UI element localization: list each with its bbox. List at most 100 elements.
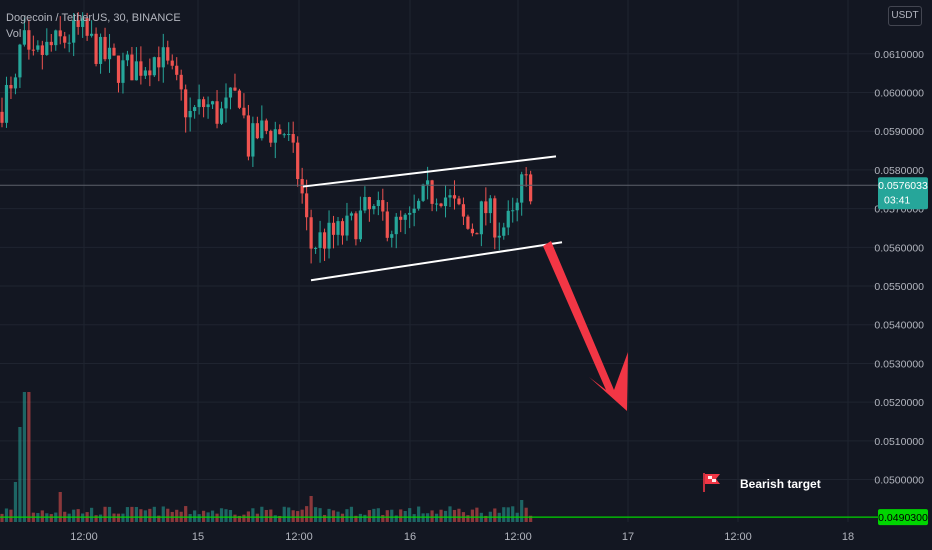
candle-body [296, 142, 300, 180]
candle-body [412, 208, 416, 213]
time-axis[interactable]: 12:00 15 12:00 16 12:00 17 12:00 18 [0, 522, 878, 550]
volume-bar [98, 514, 103, 522]
volume-bar [184, 506, 188, 522]
candle-body [94, 33, 98, 64]
candle-body [175, 65, 179, 75]
volume-bar [215, 513, 219, 522]
candle-body [506, 210, 510, 228]
candle-body [210, 101, 215, 105]
candle-body [376, 200, 380, 207]
volume-bar [237, 515, 242, 522]
volume-bar [219, 508, 224, 522]
candle-body [143, 70, 147, 76]
candle-body [322, 232, 327, 249]
grid-lines [0, 0, 878, 522]
price-tick-label: 0.0580000 [874, 165, 924, 177]
candle-body [426, 180, 430, 185]
volume-bar [363, 514, 367, 522]
time-tick-label: 18 [842, 531, 854, 543]
candle-body [363, 197, 367, 211]
volume-bar [116, 513, 121, 522]
candle-body [488, 198, 492, 214]
volume-bar [134, 506, 138, 522]
candle-body [81, 18, 85, 27]
candles [0, 12, 533, 264]
price-tick-label: 0.0530000 [874, 358, 924, 370]
volume-bar [193, 510, 197, 522]
candle-body [421, 184, 425, 201]
volume-bar [452, 509, 457, 522]
candle-body [242, 107, 246, 116]
volume-bar [224, 509, 228, 522]
volume-bar [457, 508, 461, 522]
volume-bar [202, 510, 206, 522]
volume-bar [269, 509, 273, 522]
volume-bar [175, 509, 179, 522]
channel-lower-line [310, 241, 563, 282]
volume-bar [0, 513, 4, 522]
candle-body [36, 45, 40, 50]
volume-bar [188, 514, 192, 522]
volume-bar [345, 509, 349, 522]
candle-body [273, 129, 277, 143]
candle-body [246, 115, 250, 157]
candle-body [31, 49, 35, 51]
price-axis[interactable]: 0.06100000.06000000.05900000.05800000.05… [874, 0, 932, 550]
candle-body [502, 227, 506, 236]
candle-body [54, 30, 58, 46]
candle-body [497, 235, 501, 238]
volume-bar [318, 508, 322, 522]
candle-body [470, 228, 474, 234]
candle-body [479, 201, 483, 235]
candle-body [340, 221, 345, 236]
candle-body [148, 70, 152, 76]
time-tick-label: 12:00 [285, 531, 313, 543]
price-tick-label: 0.0520000 [874, 397, 924, 409]
price-tick-label: 0.0540000 [874, 320, 924, 332]
candle-body [314, 247, 318, 249]
candle-body [76, 20, 80, 27]
volume-bar [309, 496, 313, 522]
candle-body [457, 198, 461, 205]
candle-body [130, 54, 134, 81]
volume-bar [94, 515, 98, 522]
time-tick-label: 12:00 [504, 531, 532, 543]
candle-body [224, 97, 228, 109]
candle-body [72, 20, 76, 43]
candle-body [390, 234, 394, 238]
volume-bar [466, 515, 470, 522]
volume-bar [390, 509, 394, 522]
drawings: Bearish target [0, 155, 878, 518]
volume-bar [417, 506, 421, 522]
current-price-badge [878, 177, 928, 210]
volume-bar [484, 515, 488, 522]
candle-body [157, 57, 161, 68]
volume-bar [130, 506, 134, 522]
candle-body [434, 203, 439, 205]
volume-bar [434, 513, 439, 522]
channel-upper-line [302, 155, 557, 188]
volume-bar [121, 513, 125, 522]
volume-bar [166, 508, 170, 522]
volume-bar [520, 500, 524, 522]
volume-bars [0, 392, 533, 522]
symbol-title: Dogecoin / TetherUS, 30, BINANCE [6, 12, 181, 24]
candle-body [184, 89, 188, 118]
candle-body [381, 200, 385, 212]
candle-body [22, 30, 26, 45]
volume-bar [502, 507, 506, 522]
candle-body [287, 134, 291, 136]
target-price-badge [878, 509, 928, 526]
candle-body [529, 174, 533, 202]
candle-body [90, 33, 94, 36]
current-price-value: 0.0576033 [878, 180, 928, 192]
countdown-timer: 03:41 [884, 194, 910, 206]
candle-body [251, 123, 255, 157]
candle-body [85, 18, 89, 36]
volume-bar [287, 507, 291, 522]
currency-button[interactable]: USDT [888, 6, 922, 26]
time-axis-bg [0, 522, 878, 550]
volume-bar [448, 506, 452, 522]
candle-body [278, 129, 282, 135]
